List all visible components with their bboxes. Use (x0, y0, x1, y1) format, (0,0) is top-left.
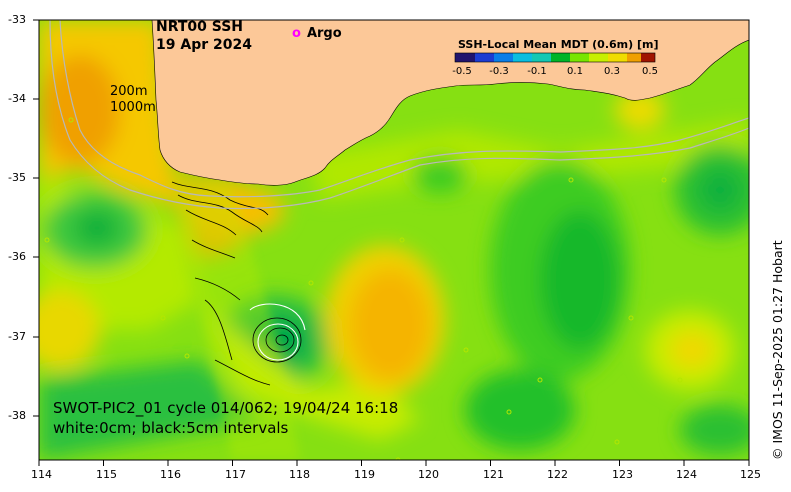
swot-contour-info: white:0cm; black:5cm intervals (53, 419, 289, 437)
ssh-contours (171, 181, 302, 386)
lat-tick-label: -35 (8, 171, 26, 184)
lon-tick-label: 117 (225, 468, 246, 481)
colorbar-tick: -0.5 (452, 66, 472, 77)
lon-tick-label: 124 (676, 468, 697, 481)
isobath-label-200: 200m (110, 84, 148, 99)
imos-credit: © IMOS 11-Sep-2025 01:27 Hobart (770, 240, 785, 460)
lon-tick-label: 121 (483, 468, 504, 481)
colorbar-tick: 0.5 (642, 66, 658, 77)
colorbar-tick: -0.1 (527, 66, 547, 77)
map-title: NRT00 SSH (156, 19, 244, 35)
lat-tick-label: -34 (8, 92, 26, 105)
argo-label: Argo (306, 26, 342, 41)
lon-tick-label: 118 (289, 468, 310, 481)
lat-tick-label: -33 (8, 13, 26, 26)
lat-tick-label: -36 (8, 250, 26, 263)
axis-ticks (33, 19, 750, 466)
lon-tick-label: 115 (96, 468, 117, 481)
isobath-label-1000: 1000m (110, 100, 156, 115)
lon-tick-label: 125 (740, 468, 761, 481)
lat-tick-label: -38 (8, 409, 26, 422)
plot-frame (38, 19, 750, 461)
colorbar-title: SSH-Local Mean MDT (0.6m) [m] (458, 38, 659, 51)
colorbar-tick: 0.1 (567, 66, 583, 77)
lon-tick-label: 119 (354, 468, 375, 481)
colorbar-tick: 0.3 (604, 66, 620, 77)
observation-markers (44, 117, 683, 460)
ssh-field (39, 20, 749, 460)
colorbar-tick: -0.3 (489, 66, 509, 77)
swot-pass-info: SWOT-PIC2_01 cycle 014/062; 19/04/24 16:… (53, 399, 399, 417)
lon-tick-label: 114 (31, 468, 52, 481)
argo-legend: o Argo (292, 26, 342, 41)
lon-tick-label: 116 (160, 468, 181, 481)
map-date: 19 Apr 2024 (156, 37, 252, 53)
lon-tick-label: 120 (418, 468, 439, 481)
lon-tick-label: 123 (612, 468, 633, 481)
colorbar (454, 52, 656, 63)
argo-marker-icon: o (292, 26, 301, 41)
isobaths (49, 20, 749, 210)
lat-tick-label: -37 (8, 330, 26, 343)
lon-tick-label: 122 (547, 468, 568, 481)
